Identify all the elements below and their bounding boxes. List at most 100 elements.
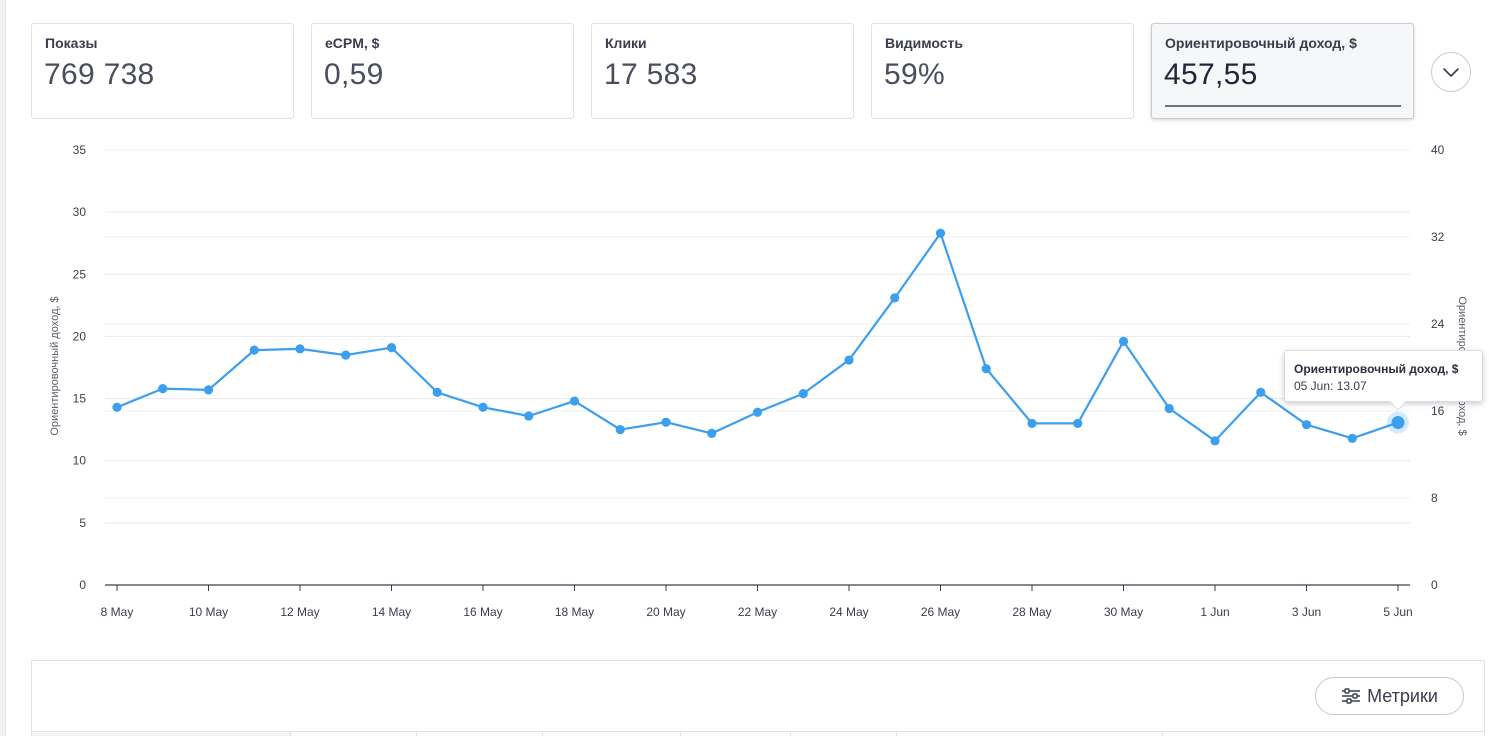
data-point <box>661 417 671 427</box>
data-point <box>1118 336 1129 346</box>
metric-card-label: eCPM, $ <box>325 35 380 51</box>
x-tick-label: 14 May <box>372 605 411 619</box>
data-point <box>1301 420 1312 430</box>
metric-card-label: Видимость <box>885 35 963 51</box>
y-tick-label: 25 <box>73 267 87 281</box>
table-column-divider <box>542 732 543 736</box>
highlighted-point <box>1391 416 1405 430</box>
revenue-line-chart: 0 5 10 15 20 25 30 35 0 8 16 24 32 40 8 May 10 May 12 … <box>49 143 1468 619</box>
metrics-button-label: Метрики <box>1367 685 1438 706</box>
data-point <box>981 364 991 374</box>
data-point <box>478 402 488 412</box>
data-point <box>798 389 808 399</box>
metric-card-label: Ориентировочный доход, $ <box>1165 35 1357 51</box>
metric-card-ecpm[interactable]: eCPM, $ 0,59 <box>311 23 574 119</box>
data-point <box>569 396 580 406</box>
y2-tick-label: 32 <box>1431 230 1445 244</box>
x-tick-label: 18 May <box>555 605 594 619</box>
y-axis-left: 0 5 10 15 20 25 30 35 <box>73 143 87 592</box>
tooltip-body: 05 Jun: 13.07 <box>1294 379 1367 393</box>
data-point <box>524 411 534 421</box>
metric-card-viewability[interactable]: Видимость 59% <box>871 23 1134 119</box>
data-point <box>707 428 717 438</box>
y-axis-right: 0 8 16 24 32 40 <box>1431 143 1445 592</box>
tooltip-title: Ориентировочный доход, $ <box>1294 362 1459 376</box>
metric-card-estimated-revenue[interactable]: Ориентировочный доход, $ 457,55 <box>1151 23 1414 119</box>
data-point <box>752 407 763 417</box>
x-tick-label: 22 May <box>738 605 777 619</box>
y-tick-label: 35 <box>73 143 87 157</box>
x-tick-label: 28 May <box>1012 605 1051 619</box>
metric-card-value: 457,55 <box>1164 58 1258 91</box>
table-header-row <box>32 731 1484 736</box>
y-tick-label: 15 <box>73 392 87 406</box>
metric-card-label: Клики <box>605 35 647 51</box>
data-point <box>1210 436 1220 446</box>
x-tick-label: 16 May <box>463 605 502 619</box>
data-table-panel: Метрики <box>31 660 1485 736</box>
metrics-button[interactable]: Метрики <box>1315 677 1464 715</box>
table-column-divider <box>790 732 791 736</box>
data-point <box>386 343 397 353</box>
data-point <box>1027 418 1037 429</box>
metric-card-value: 59% <box>884 58 945 91</box>
table-column-divider <box>416 732 417 736</box>
y-tick-label: 0 <box>79 578 86 592</box>
y-tick-label: 30 <box>73 205 87 219</box>
table-header-cell[interactable] <box>32 732 290 736</box>
left-edge-divider <box>0 0 6 736</box>
x-tick-label: 12 May <box>280 605 319 619</box>
y-tick-label: 20 <box>73 329 87 343</box>
x-tick-label: 1 Jun <box>1200 605 1229 619</box>
x-tick-label: 3 Jun <box>1292 605 1321 619</box>
x-tick-label: 8 May <box>101 605 134 619</box>
data-point <box>112 402 122 412</box>
data-point <box>432 387 442 397</box>
x-axis: 8 May 10 May 12 May 14 May 16 May 18 May 20 Ma… <box>101 584 1413 619</box>
data-point <box>249 345 259 355</box>
y-tick-label: 10 <box>73 454 87 468</box>
data-point <box>844 355 854 365</box>
chart-series <box>112 228 1409 446</box>
x-tick-label: 20 May <box>646 605 685 619</box>
active-card-underline <box>1165 105 1401 107</box>
chart-tooltip: Ориентировочный доход, $ 05 Jun: 13.07 <box>1284 350 1483 411</box>
metric-card-label: Показы <box>45 35 98 51</box>
table-column-divider <box>290 732 291 736</box>
data-point <box>341 350 351 360</box>
metric-card-impressions[interactable]: Показы 769 738 <box>31 23 294 119</box>
data-point <box>1347 433 1357 443</box>
metric-card-clicks[interactable]: Клики 17 583 <box>591 23 854 119</box>
data-point <box>158 384 168 394</box>
metric-card-value: 769 738 <box>44 58 155 91</box>
expand-metrics-button[interactable] <box>1431 52 1471 92</box>
data-point <box>935 228 946 238</box>
chevron-down-icon <box>1443 68 1459 77</box>
metric-card-value: 17 583 <box>604 58 698 91</box>
data-point <box>890 293 900 303</box>
table-column-divider <box>1162 732 1163 736</box>
y2-tick-label: 0 <box>1431 578 1438 592</box>
y2-tick-label: 24 <box>1431 317 1445 331</box>
y-tick-label: 5 <box>79 516 86 530</box>
table-column-divider <box>680 732 681 736</box>
y-axis-title: Ориентировочный доход, $ <box>49 296 61 435</box>
x-tick-label: 24 May <box>829 605 868 619</box>
y2-tick-label: 16 <box>1431 404 1445 418</box>
y2-tick-label: 8 <box>1431 491 1438 505</box>
data-point <box>203 385 214 395</box>
data-point <box>295 344 305 354</box>
x-tick-label: 26 May <box>921 605 960 619</box>
data-point <box>615 425 625 435</box>
sliders-icon <box>1342 688 1361 704</box>
data-point <box>1256 387 1266 397</box>
x-tick-label: 10 May <box>189 605 228 619</box>
x-tick-label: 5 Jun <box>1383 605 1412 619</box>
table-column-divider <box>896 732 897 736</box>
chart-grid <box>105 149 1410 524</box>
y2-tick-label: 40 <box>1431 143 1445 157</box>
data-point <box>1073 418 1083 429</box>
metric-card-value: 0,59 <box>324 58 384 91</box>
data-point <box>1164 403 1174 414</box>
x-tick-label: 30 May <box>1104 605 1143 619</box>
